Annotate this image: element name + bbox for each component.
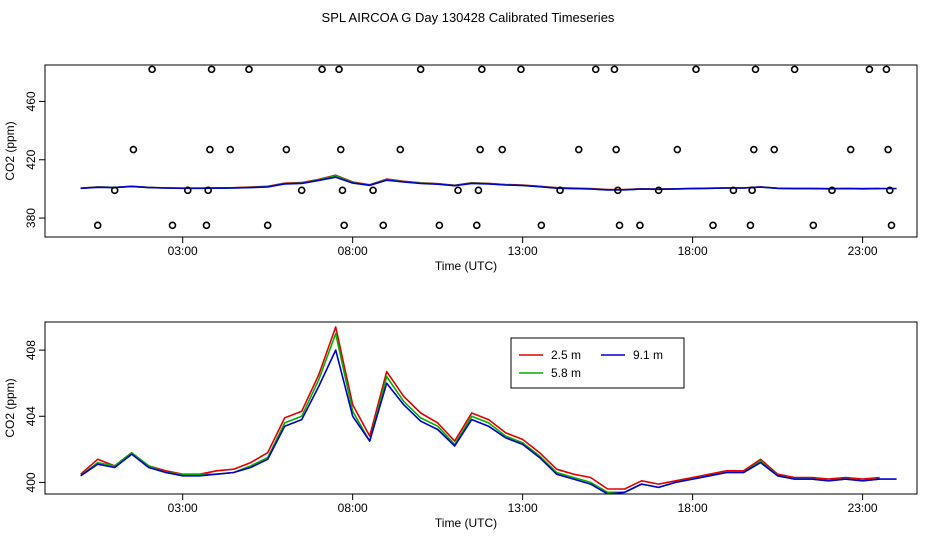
y-tick-label: 380 (24, 208, 38, 228)
flag-point (148, 65, 156, 74)
chart-title: SPL AIRCOA G Day 130428 Calibrated Times… (322, 10, 615, 25)
flag-point (591, 65, 600, 74)
flag-point (790, 65, 799, 74)
flag-point (865, 65, 874, 74)
flag-point (884, 145, 892, 154)
flag-point (537, 221, 546, 230)
flag-point (882, 65, 891, 74)
flag-point (636, 221, 644, 230)
flag-point (673, 145, 682, 154)
y-axis-label: CO2 (ppm) (3, 121, 17, 180)
flag-point (748, 186, 756, 195)
x-tick-label: 13:00 (508, 244, 538, 258)
flag-point (297, 186, 306, 195)
legend: 2.5 m 9.1 m 5.8 m (510, 337, 685, 389)
flag-point (574, 145, 583, 154)
flag-point (472, 221, 481, 230)
flag-point (336, 145, 345, 154)
x-tick-label: 08:00 (338, 244, 368, 258)
flag-point (416, 65, 425, 74)
flag-point (517, 65, 525, 74)
legend-label: 5.8 m (551, 366, 581, 380)
flag-point (454, 186, 462, 195)
top-plot-frame (44, 64, 918, 238)
flag-point (340, 221, 348, 230)
y-tick-label: 420 (24, 149, 38, 169)
x-tick-label: 03:00 (168, 501, 198, 515)
flag-point (498, 145, 507, 154)
top-panel: 03:00 08:00 13:00 18:00 23:00 380 420 460 Time (… (3, 64, 918, 273)
flag-point (110, 186, 119, 195)
series-line-2-5m (80, 326, 880, 490)
flag-point (770, 145, 779, 154)
flag-point (615, 221, 624, 230)
flag-point (654, 186, 663, 195)
flag-point (474, 186, 483, 195)
flag-point (478, 65, 486, 74)
flag-point (612, 145, 620, 154)
series-line-9-1m (80, 349, 897, 494)
flag-point (435, 221, 444, 230)
y-tick-label: 404 (24, 406, 38, 426)
flag-point (750, 145, 758, 154)
series-line-5-8m (80, 332, 880, 494)
x-tick-label: 18:00 (678, 244, 708, 258)
x-tick-label: 13:00 (508, 501, 538, 515)
bottom-plot-frame (44, 321, 918, 495)
flag-point (846, 145, 855, 154)
x-tick-label: 03:00 (168, 244, 198, 258)
flag-point (379, 221, 388, 230)
flag-point (614, 186, 622, 195)
flag-point (729, 186, 738, 195)
x-tick-label: 23:00 (848, 244, 878, 258)
flag-point (245, 65, 253, 74)
y-tick-label: 460 (24, 91, 38, 111)
flag-point (828, 186, 836, 195)
flag-point (338, 186, 347, 195)
flag-point (207, 65, 216, 74)
flag-point (886, 186, 894, 195)
x-tick-label: 08:00 (338, 501, 368, 515)
flag-point (263, 221, 272, 230)
legend-label: 9.1 m (633, 348, 663, 362)
y-axis-label: CO2 (ppm) (3, 378, 17, 437)
flag-point (887, 221, 896, 230)
flag-point (93, 221, 102, 230)
series-line-9-1m (80, 176, 897, 191)
flag-point (610, 65, 619, 74)
flag-point (692, 65, 700, 74)
flag-point (709, 221, 717, 230)
flag-point (168, 221, 177, 230)
x-tick-label: 23:00 (848, 501, 878, 515)
flag-point (129, 145, 138, 154)
y-tick-label: 400 (24, 472, 38, 492)
x-tick-label: 18:00 (678, 501, 708, 515)
flag-point (396, 145, 405, 154)
flag-point (369, 186, 377, 195)
flag-point (206, 145, 214, 154)
flag-point (226, 145, 235, 154)
flag-point (202, 221, 211, 230)
flag-point (204, 186, 212, 195)
flag-point (751, 65, 760, 74)
flag-point (476, 145, 484, 154)
flag-point (183, 186, 192, 195)
legend-label: 2.5 m (551, 348, 581, 362)
flag-point (335, 65, 343, 74)
bottom-panel: 03:00 08:00 13:00 18:00 23:00 400 404 408 Time (… (3, 321, 918, 530)
x-axis-label: Time (UTC) (435, 516, 497, 530)
flag-point (282, 145, 291, 154)
y-tick-label: 408 (24, 340, 38, 360)
flag-point (556, 186, 564, 195)
flag-point (318, 65, 326, 74)
flag-point (746, 221, 755, 230)
x-axis-label: Time (UTC) (435, 259, 497, 273)
flag-point (809, 221, 818, 230)
legend-box (510, 337, 685, 389)
